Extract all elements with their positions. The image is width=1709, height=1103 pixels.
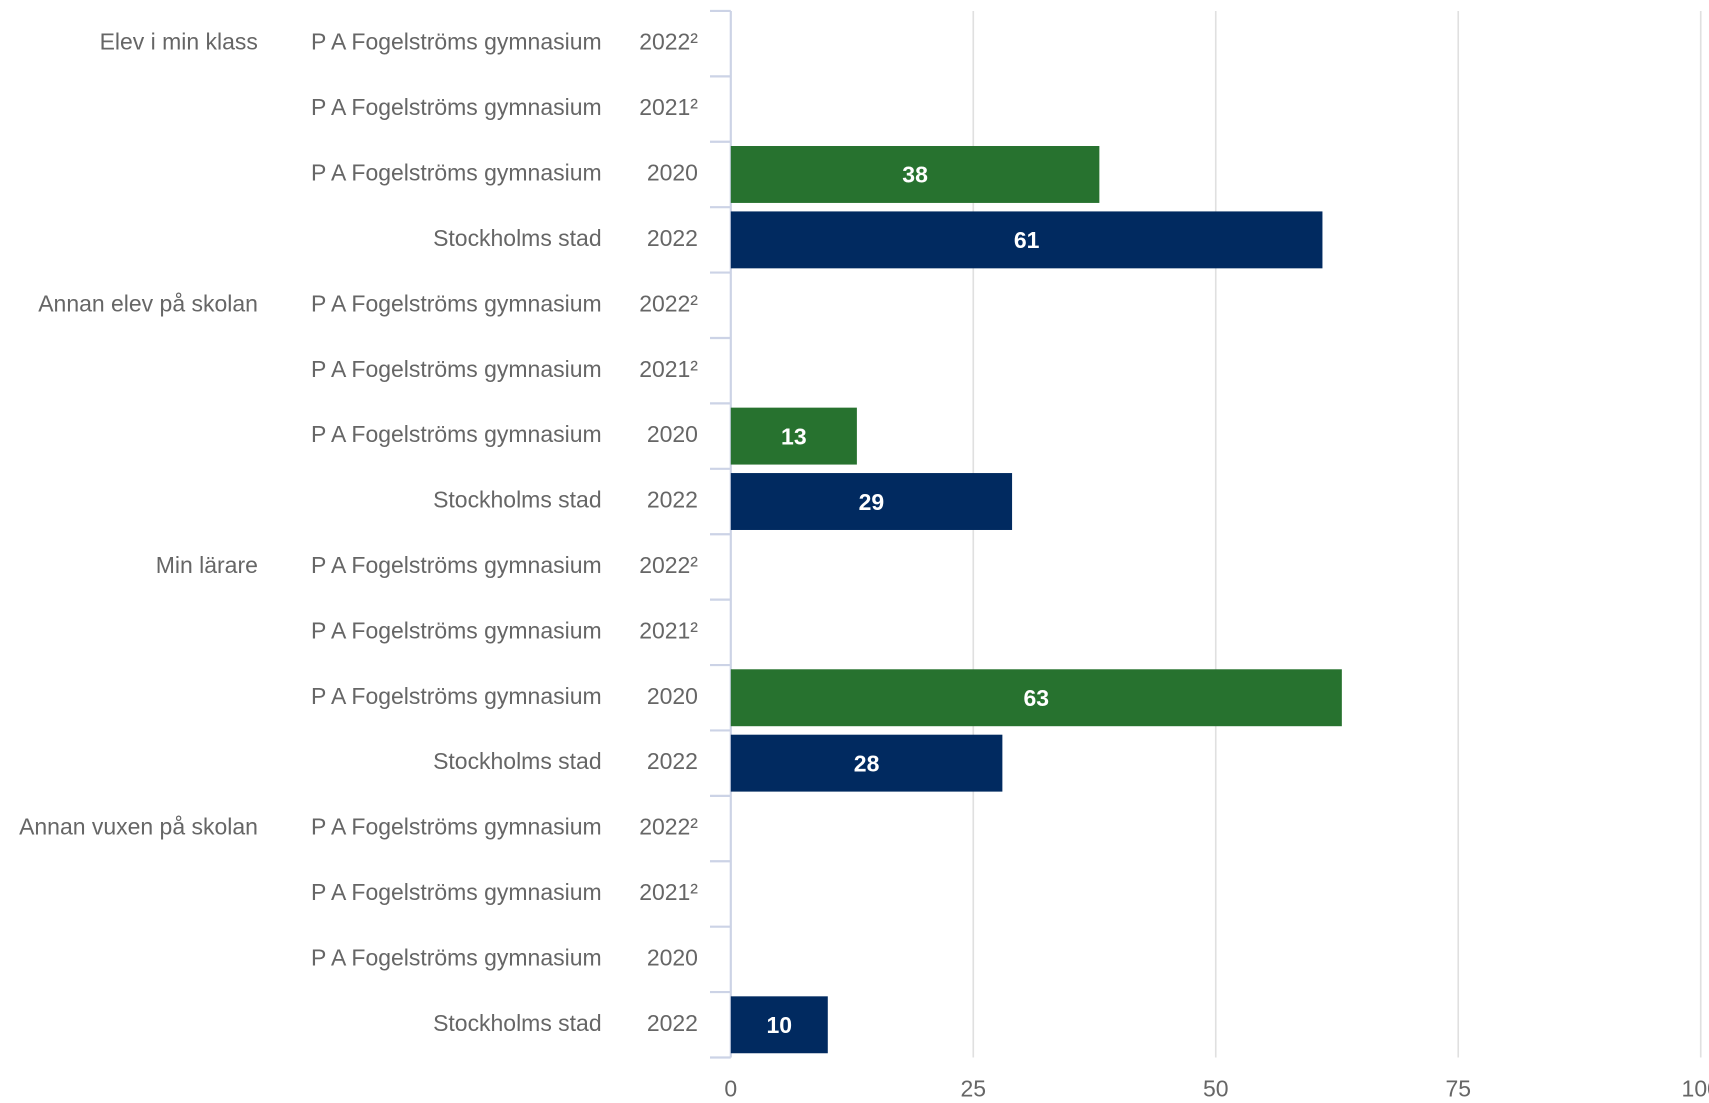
bar: [730, 996, 828, 1054]
group-label: Annan vuxen på skolan: [19, 814, 258, 840]
bar: [730, 669, 1342, 727]
entity-label: P A Fogelströms gymnasium: [311, 94, 602, 120]
year-label: 2020: [647, 421, 698, 447]
entity-label: P A Fogelströms gymnasium: [311, 356, 602, 382]
value-label: 28: [854, 750, 880, 776]
entity-label: P A Fogelströms gymnasium: [311, 814, 602, 840]
year-label: 2021²: [639, 94, 698, 120]
year-label: 2020: [647, 683, 698, 709]
year-label: 2021²: [639, 617, 698, 643]
year-label: 2022: [647, 487, 698, 513]
value-label: 38: [902, 162, 928, 188]
year-label: 2022²: [639, 29, 698, 55]
year-label: 2022²: [639, 552, 698, 578]
entity-label: Stockholms stad: [433, 1010, 602, 1036]
value-label: 13: [781, 423, 807, 449]
entity-label: P A Fogelströms gymnasium: [311, 944, 602, 970]
entity-label: P A Fogelströms gymnasium: [311, 421, 602, 447]
value-label: 29: [859, 489, 885, 515]
x-tick-label: 75: [1445, 1075, 1471, 1098]
group-label: Annan elev på skolan: [38, 290, 258, 316]
bar: [730, 211, 1323, 269]
bar: [730, 734, 1003, 792]
group-label: Elev i min klass: [100, 29, 258, 55]
entity-label: P A Fogelströms gymnasium: [311, 290, 602, 316]
bar: [730, 473, 1013, 530]
year-label: 2022: [647, 1010, 698, 1036]
entity-label: P A Fogelströms gymnasium: [311, 683, 602, 709]
year-label: 2021²: [639, 356, 698, 382]
value-label: 63: [1024, 685, 1050, 711]
value-label: 61: [1014, 227, 1040, 253]
year-label: 2022²: [639, 290, 698, 316]
year-label: 2022²: [639, 814, 698, 840]
x-tick-label: 25: [960, 1075, 986, 1098]
year-label: 2020: [647, 944, 698, 970]
bar: [730, 146, 1100, 203]
year-label: 2021²: [639, 879, 698, 905]
entity-label: P A Fogelströms gymnasium: [311, 617, 602, 643]
year-label: 2022: [647, 225, 698, 251]
entity-label: Stockholms stad: [433, 487, 602, 513]
x-tick-label: 0: [724, 1075, 737, 1098]
bar: [730, 407, 857, 465]
x-tick-label: 50: [1203, 1075, 1229, 1098]
entity-label: P A Fogelströms gymnasium: [311, 29, 602, 55]
year-label: 2022: [647, 748, 698, 774]
year-label: 2020: [647, 160, 698, 186]
value-label: 10: [767, 1012, 793, 1038]
x-tick-label: 100: [1682, 1075, 1709, 1098]
group-label: Min lärare: [156, 552, 258, 578]
entity-label: P A Fogelströms gymnasium: [311, 160, 602, 186]
entity-label: P A Fogelströms gymnasium: [311, 879, 602, 905]
entity-label: Stockholms stad: [433, 225, 602, 251]
entity-label: Stockholms stad: [433, 748, 602, 774]
entity-label: P A Fogelströms gymnasium: [311, 552, 602, 578]
